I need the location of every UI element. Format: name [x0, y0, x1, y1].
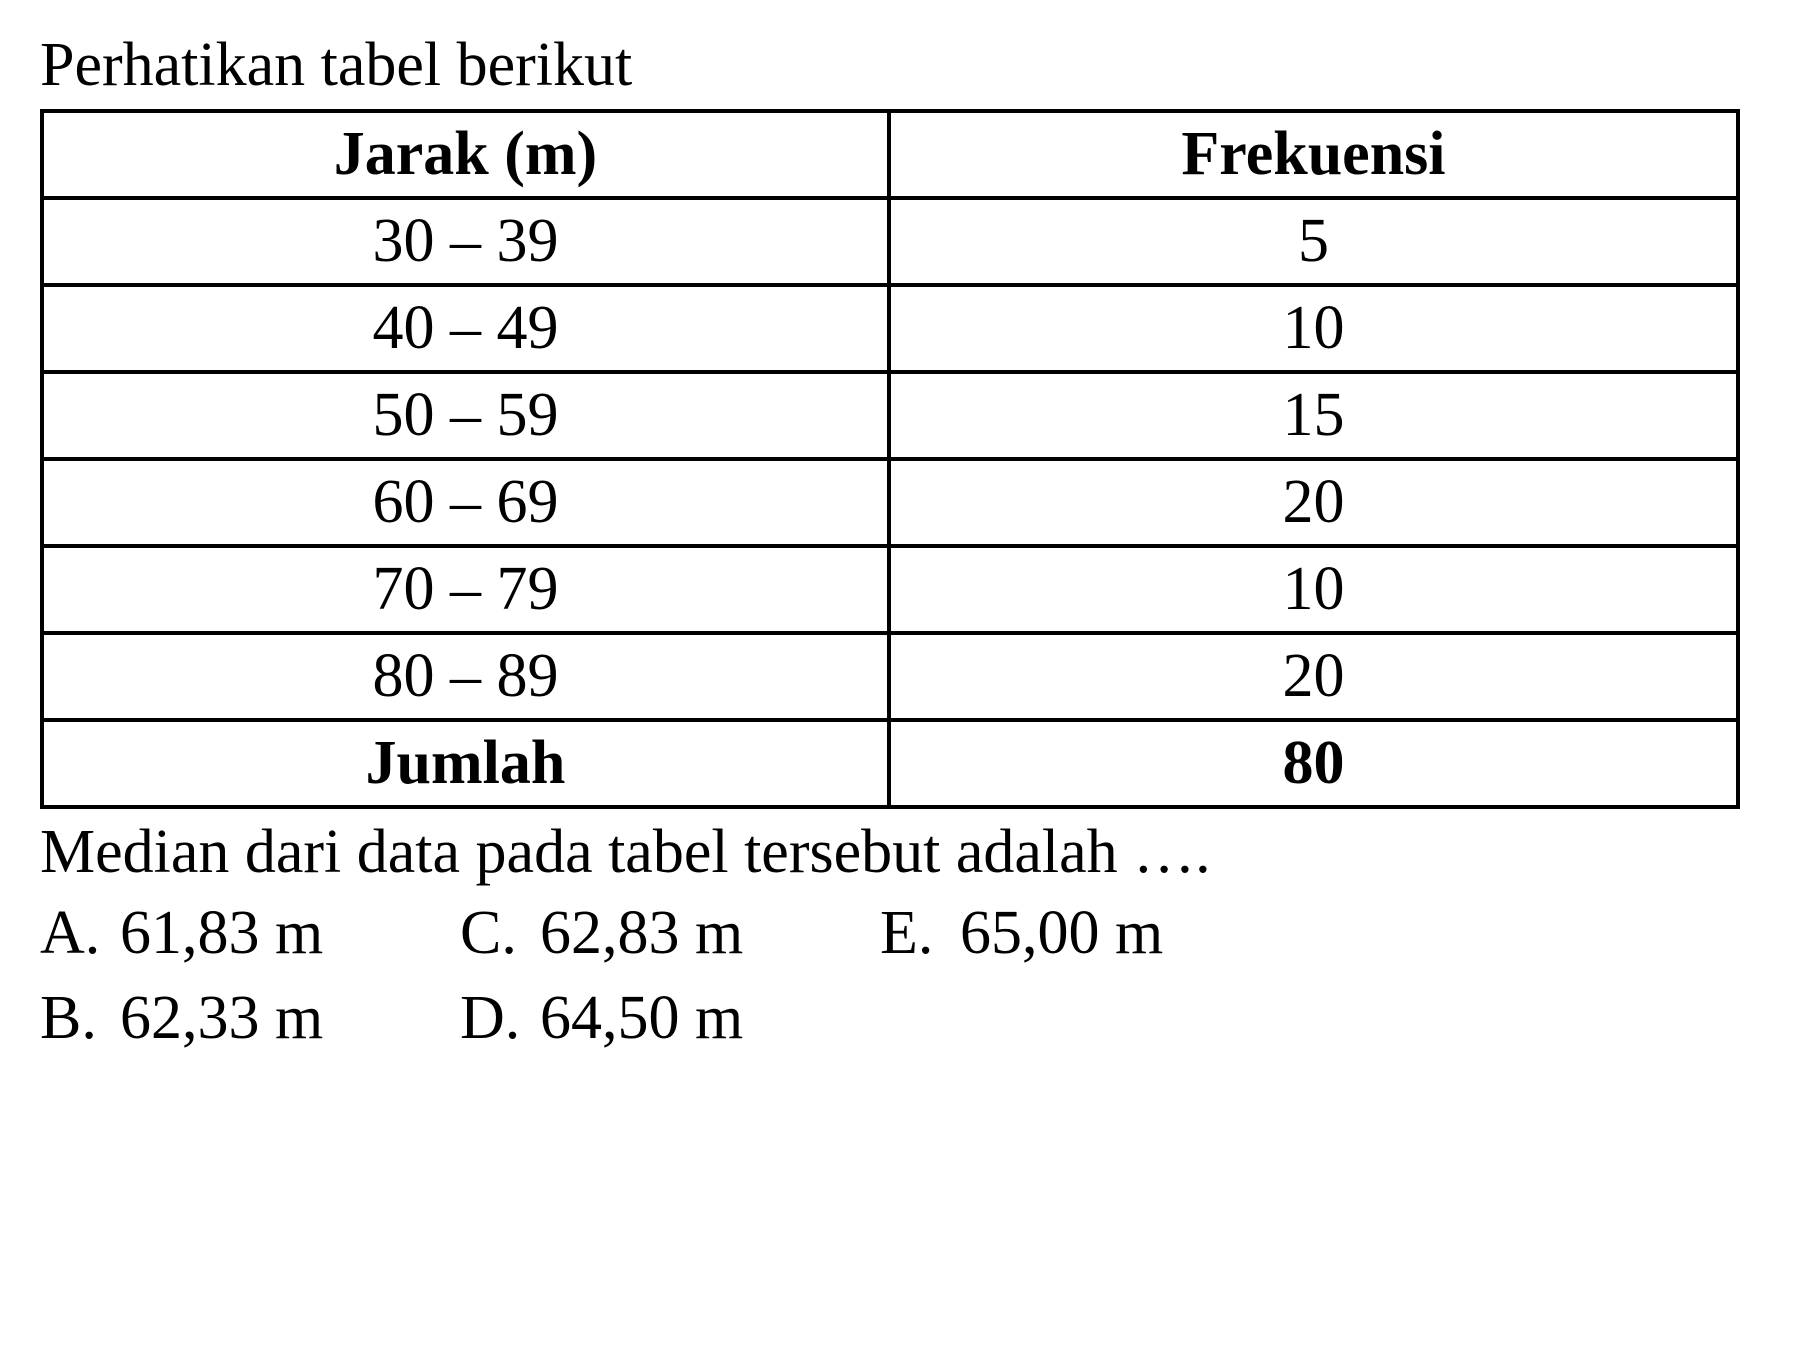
cell-range: 80 – 89: [42, 633, 889, 720]
option-letter: C.: [460, 898, 540, 969]
table-row: 80 – 89 20: [42, 633, 1738, 720]
table-total-row: Jumlah 80: [42, 720, 1738, 807]
header-col2: Frekuensi: [889, 111, 1738, 198]
option-letter: B.: [40, 983, 120, 1054]
cell-range: 50 – 59: [42, 372, 889, 459]
option-value: 64,50 m: [540, 983, 880, 1054]
question-text: Median dari data pada tabel tersebut ada…: [40, 817, 1768, 888]
option-letter: E.: [880, 898, 960, 969]
header-col1: Jarak (m): [42, 111, 889, 198]
table-row: 30 – 39 5: [42, 198, 1738, 285]
option-value: 62,83 m: [540, 898, 880, 969]
option-letter: A.: [40, 898, 120, 969]
option-value: 62,33 m: [120, 983, 460, 1054]
options-container: A. 61,83 m C. 62,83 m E. 65,00 m B. 62,3…: [40, 898, 1768, 1054]
intro-text: Perhatikan tabel berikut: [40, 30, 1768, 101]
cell-range: 70 – 79: [42, 546, 889, 633]
cell-range: 30 – 39: [42, 198, 889, 285]
table-row: 50 – 59 15: [42, 372, 1738, 459]
option-e: E. 65,00 m: [880, 898, 1300, 969]
cell-range: 40 – 49: [42, 285, 889, 372]
total-value: 80: [889, 720, 1738, 807]
option-row-2: B. 62,33 m D. 64,50 m: [40, 983, 1768, 1054]
option-letter: D.: [460, 983, 540, 1054]
cell-freq: 5: [889, 198, 1738, 285]
option-a: A. 61,83 m: [40, 898, 460, 969]
table-row: 40 – 49 10: [42, 285, 1738, 372]
cell-freq: 10: [889, 285, 1738, 372]
data-table: Jarak (m) Frekuensi 30 – 39 5 40 – 49 10…: [40, 109, 1740, 809]
cell-freq: 20: [889, 633, 1738, 720]
option-b: B. 62,33 m: [40, 983, 460, 1054]
table-header-row: Jarak (m) Frekuensi: [42, 111, 1738, 198]
option-value: 61,83 m: [120, 898, 460, 969]
cell-range: 60 – 69: [42, 459, 889, 546]
table-row: 70 – 79 10: [42, 546, 1738, 633]
option-c: C. 62,83 m: [460, 898, 880, 969]
table-row: 60 – 69 20: [42, 459, 1738, 546]
option-value: 65,00 m: [960, 898, 1300, 969]
cell-freq: 10: [889, 546, 1738, 633]
option-d: D. 64,50 m: [460, 983, 880, 1054]
option-row-1: A. 61,83 m C. 62,83 m E. 65,00 m: [40, 898, 1768, 969]
cell-freq: 20: [889, 459, 1738, 546]
total-label: Jumlah: [42, 720, 889, 807]
cell-freq: 15: [889, 372, 1738, 459]
